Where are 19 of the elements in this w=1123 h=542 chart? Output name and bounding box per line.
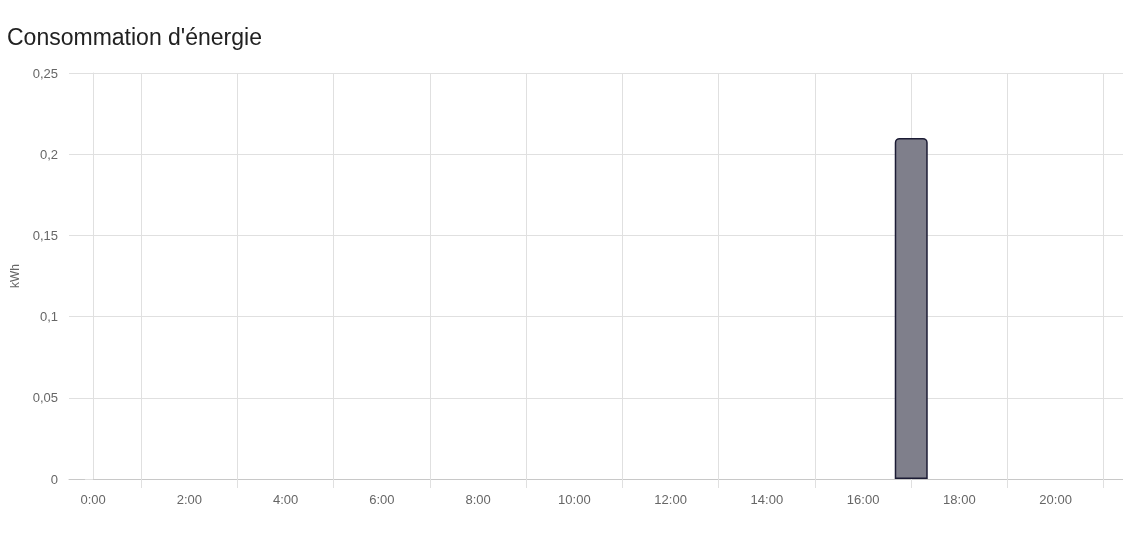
- x-tick-label: 6:00: [369, 492, 395, 507]
- x-tick-label: 4:00: [272, 492, 299, 507]
- x-tick-label: 12:00: [654, 492, 687, 507]
- x-tick-label: 20:00: [1039, 492, 1072, 507]
- y-tick-label: 0,1: [39, 309, 58, 325]
- y-tick-label: 0,05: [32, 390, 58, 406]
- x-tick-label: 14:00: [750, 492, 784, 507]
- x-tick-label: 8:00: [465, 492, 491, 507]
- y-tick-label: 0,15: [32, 227, 58, 243]
- chart-title: Consommation d'énergie: [7, 23, 262, 50]
- y-tick-label: 0,2: [39, 146, 58, 162]
- x-tick-label: 2:00: [176, 492, 202, 507]
- x-tick-label: 18:00: [943, 492, 976, 507]
- y-tick-label: 0: [50, 471, 58, 487]
- x-tick-label: 10:00: [558, 492, 591, 507]
- x-tick-label: 0:00: [80, 492, 106, 507]
- x-tick-label: 16:00: [846, 492, 880, 507]
- y-axis-title: kWh: [8, 264, 22, 288]
- y-tick-label: 0,25: [32, 65, 58, 81]
